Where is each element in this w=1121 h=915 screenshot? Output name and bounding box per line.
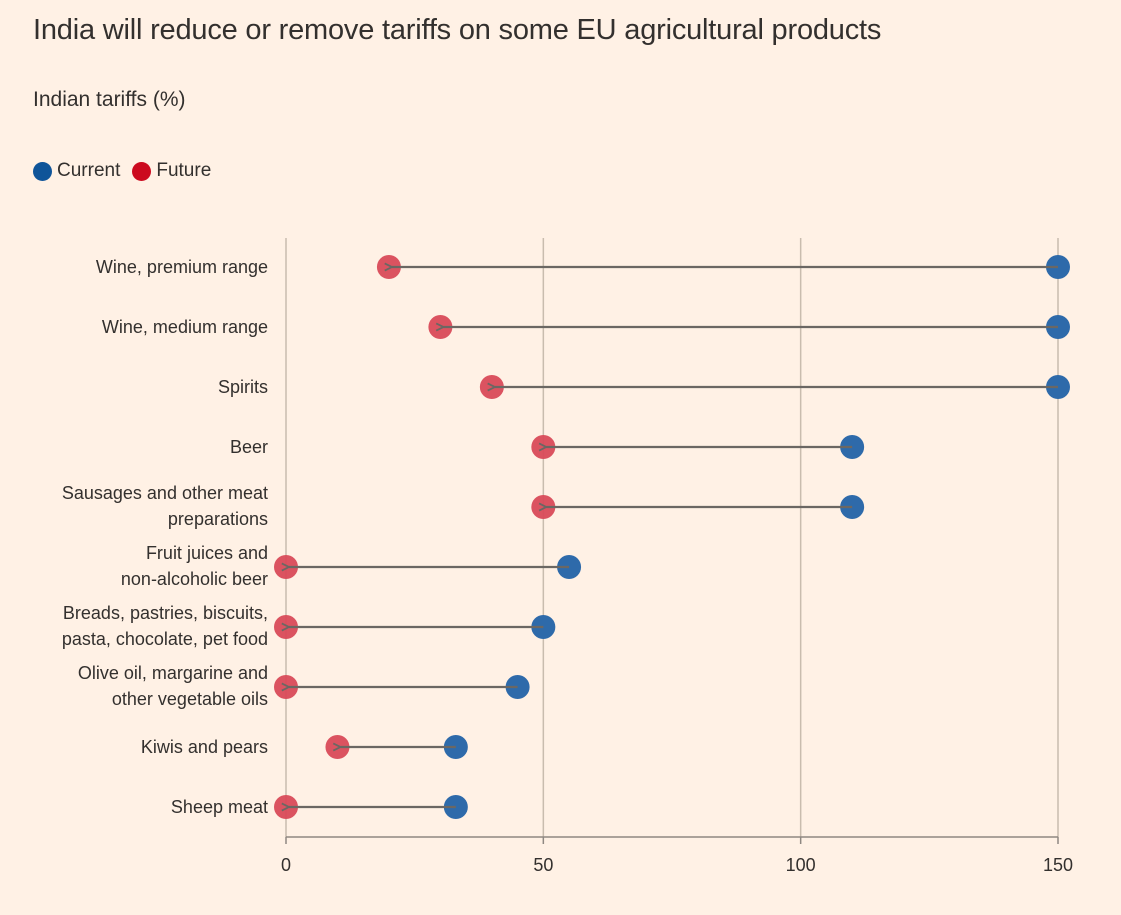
category-label: Fruit juices and non-alcoholic beer bbox=[121, 543, 268, 589]
legend-label-future: Future bbox=[156, 160, 212, 181]
x-tick-label: 100 bbox=[786, 855, 816, 875]
x-tick-label: 50 bbox=[533, 855, 553, 875]
x-axis: 0 50 100 150 bbox=[281, 836, 1073, 875]
chart-subtitle: Indian tariffs (%) bbox=[33, 88, 186, 111]
legend-item-future: Future bbox=[132, 160, 211, 182]
dumbbell-marks bbox=[274, 255, 1070, 819]
category-label: Wine, medium range bbox=[102, 317, 268, 337]
category-labels: Wine, premium range Wine, medium range Spi… bbox=[62, 257, 268, 817]
category-label: Sausages and other meat preparations bbox=[62, 483, 268, 529]
legend-swatch-current bbox=[33, 161, 52, 181]
category-label: Olive oil, margarine and other vegetable … bbox=[78, 663, 268, 709]
category-label: Spirits bbox=[218, 377, 268, 397]
category-label: Kiwis and pears bbox=[141, 737, 268, 757]
category-label: Wine, premium range bbox=[96, 257, 268, 277]
legend-swatch-future bbox=[132, 161, 152, 181]
chart-title: India will reduce or remove tariffs on s… bbox=[33, 14, 882, 46]
category-label: Beer bbox=[230, 437, 268, 457]
gridlines bbox=[285, 238, 1059, 837]
legend: Current Future bbox=[33, 160, 223, 182]
x-tick-label: 0 bbox=[281, 855, 291, 875]
legend-label-current: Current bbox=[57, 160, 121, 181]
legend-item-current: Current bbox=[33, 160, 120, 182]
x-tick-label: 150 bbox=[1043, 855, 1073, 875]
category-label: Sheep meat bbox=[171, 797, 268, 817]
category-label: Breads, pastries, biscuits, pasta, chocol… bbox=[62, 603, 268, 649]
